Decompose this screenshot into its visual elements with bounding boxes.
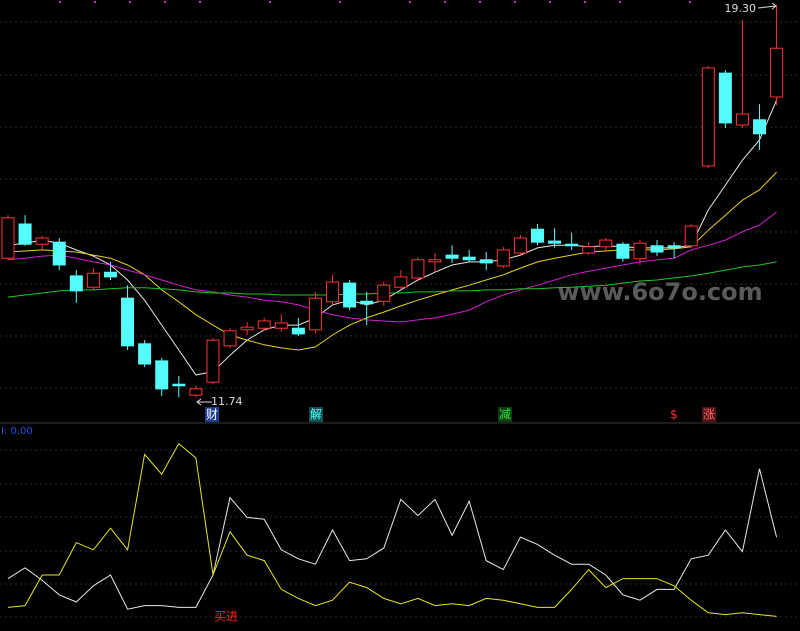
candle-body [530, 228, 544, 243]
candle-body [377, 284, 391, 302]
candle-body [172, 383, 186, 387]
candle-body [274, 322, 288, 329]
indicator-label: I: 0.00 [1, 426, 33, 437]
event-marker: 财 [206, 408, 218, 422]
candle-body [18, 223, 32, 245]
event-marker-bg [309, 407, 323, 422]
candle-body [223, 330, 237, 347]
candle-body [121, 297, 135, 347]
candle-body [291, 327, 305, 335]
candle-body [86, 272, 100, 288]
price-grid [0, 21, 800, 389]
candle-body [565, 243, 579, 247]
candle-body [496, 249, 510, 267]
candle-body [103, 271, 117, 278]
candle-body [445, 254, 459, 259]
moving-average [7, 261, 777, 298]
event-marker: $ [670, 408, 678, 422]
indicator-line [7, 442, 777, 617]
candle-body [753, 119, 767, 135]
candle-body [513, 237, 527, 254]
candle-body [770, 47, 784, 98]
event-marker-bg [205, 407, 219, 422]
moving-average [7, 171, 777, 351]
candle-body [257, 320, 271, 329]
event-marker-bg [702, 407, 716, 422]
candle-body [138, 343, 152, 365]
min-label: 11.74 [211, 395, 243, 408]
candle-body [1, 217, 15, 259]
candle-body [616, 243, 630, 259]
candle-body [240, 326, 254, 331]
candle-body [326, 281, 340, 303]
candle-body [582, 246, 596, 254]
candle-body [479, 259, 493, 264]
min-arrow [196, 398, 212, 406]
event-marker: 涨 [703, 407, 715, 422]
candle-body [650, 245, 664, 253]
top-dots [59, 1, 691, 3]
candle-body [155, 360, 169, 390]
candle-body [667, 245, 681, 249]
candle-body [633, 242, 647, 260]
candle-body [206, 339, 220, 383]
candle-body [308, 297, 322, 331]
indicator-line [7, 468, 778, 610]
candle-body [343, 282, 357, 308]
candle-body [394, 276, 408, 288]
moving-average [7, 211, 777, 323]
candle-body [411, 259, 425, 279]
candle-body [189, 388, 203, 396]
event-marker-bg [498, 407, 512, 422]
candle-body [684, 225, 698, 247]
buy-signal: 买进 [214, 610, 238, 624]
max-label: 19.30 [725, 2, 757, 15]
candle-body [735, 113, 749, 126]
candle-body [548, 240, 562, 244]
event-marker: 解 [310, 408, 322, 422]
watermark: www.6o7o.com [557, 278, 762, 306]
event-marker: 减 [499, 408, 511, 422]
candle-body [462, 256, 476, 261]
candle-body [428, 259, 442, 263]
candle-body [599, 239, 613, 248]
moving-average [7, 99, 778, 376]
indicator-grid [0, 449, 800, 618]
candle-body [701, 67, 715, 167]
candle-body [35, 237, 49, 245]
candle-body [69, 275, 83, 292]
candle-body [52, 241, 66, 266]
candle-body [360, 300, 374, 305]
candle-body [718, 72, 732, 124]
max-arrow [757, 2, 777, 10]
